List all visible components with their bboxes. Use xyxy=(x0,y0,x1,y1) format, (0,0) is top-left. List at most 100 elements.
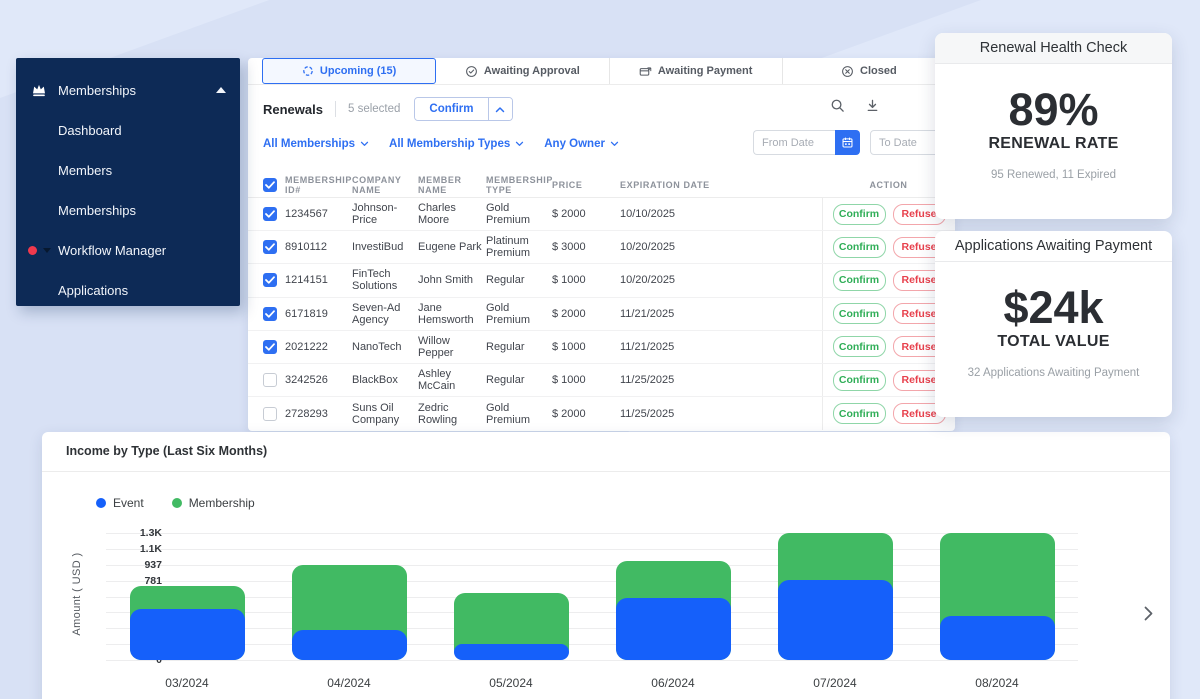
table-row[interactable]: 1214151 FinTech Solutions John Smith Regula… xyxy=(248,264,955,298)
legend-item-membership[interactable]: Membership xyxy=(171,496,255,510)
confirm-button[interactable]: Confirm xyxy=(832,303,886,325)
sidebar: Memberships Dashboard Members Membership… xyxy=(16,58,240,306)
cell-member-name: Ashley McCain xyxy=(418,368,456,393)
chart-plot-area: 01563124686257819371.1K1.3K03/202404/202… xyxy=(106,527,1078,690)
table-row[interactable]: 2021222 NanoTech Willow Pepper Regular $ 100… xyxy=(248,330,955,364)
sidebar-item-label: Memberships xyxy=(58,202,137,218)
tab-awaiting-approval[interactable]: Awaiting Approval xyxy=(436,58,610,84)
sidebar-item-workflow-manager[interactable]: Workflow Manager xyxy=(16,230,240,270)
cell-company-name: Suns Oil Company xyxy=(352,401,400,426)
refuse-button[interactable]: Refuse xyxy=(892,303,946,325)
refuse-button[interactable]: Refuse xyxy=(892,403,946,425)
cell-expiration-date: 11/21/2025 xyxy=(620,307,675,320)
confirm-button[interactable]: Confirm xyxy=(832,269,886,291)
legend-dot-event xyxy=(96,498,106,508)
table-row[interactable]: 3242526 BlackBox Ashley McCain Regular $ 100… xyxy=(248,363,955,398)
bar-group[interactable] xyxy=(268,533,430,660)
download-icon[interactable] xyxy=(865,98,880,118)
bar-group[interactable] xyxy=(592,533,754,660)
select-all-checkbox[interactable] xyxy=(263,177,277,192)
filter-all-membership-types[interactable]: All Membership Types xyxy=(389,138,524,150)
bar-group[interactable] xyxy=(106,533,268,660)
bar-group[interactable] xyxy=(916,533,1078,660)
from-date-input[interactable] xyxy=(753,130,835,155)
bar-segment-event[interactable] xyxy=(129,609,245,660)
confirm-button[interactable]: Confirm xyxy=(832,403,886,425)
table-row[interactable]: 8910112 InvestiBud Eugene Park Platinum Pre… xyxy=(248,231,955,265)
sidebar-item-memberships-root[interactable]: Memberships xyxy=(16,70,240,110)
column-header[interactable]: PRICE xyxy=(552,179,583,190)
confirm-button[interactable]: Confirm xyxy=(832,203,886,225)
bar-segment-event[interactable] xyxy=(615,598,731,660)
table-row[interactable]: 2728293 Suns Oil Company Zedric Rowling Gol… xyxy=(248,397,955,431)
chevron-up-icon[interactable] xyxy=(216,87,226,93)
cell-membership-type: Gold Premium xyxy=(486,401,531,426)
bar-segment-event[interactable] xyxy=(291,629,407,660)
refuse-button[interactable]: Refuse xyxy=(892,236,946,258)
y-tick-label: 1.3K xyxy=(139,527,162,539)
column-header[interactable]: MEMBERSHIP TYPE xyxy=(486,174,553,195)
confirm-button[interactable]: Confirm xyxy=(832,236,886,258)
sidebar-item-applications[interactable]: Applications xyxy=(16,270,240,310)
legend-item-event[interactable]: Event xyxy=(96,496,144,510)
calendar-icon xyxy=(842,137,853,148)
tab-label: Awaiting Payment xyxy=(657,65,753,77)
cell-membership-type: Gold Premium xyxy=(486,202,531,227)
tab-upcoming[interactable]: Upcoming (15) xyxy=(262,58,437,84)
y-axis-title: Amount ( USD ) xyxy=(71,552,83,636)
tab-closed[interactable]: Closed xyxy=(783,58,955,84)
y-tick-label: 937 xyxy=(144,558,162,571)
row-checkbox[interactable] xyxy=(263,339,277,354)
cell-price: $ 1000 xyxy=(552,340,586,353)
search-icon[interactable] xyxy=(830,98,845,118)
chevron-up-icon[interactable] xyxy=(487,98,512,120)
column-header[interactable]: COMPANY NAME xyxy=(352,174,402,195)
sidebar-item-members[interactable]: Members xyxy=(16,150,240,190)
y-tick-label: 781 xyxy=(144,574,162,587)
bar-segment-event[interactable] xyxy=(939,616,1055,660)
confirm-button[interactable]: Confirm xyxy=(832,336,886,358)
table-row[interactable]: 6171819 Seven-Ad Agency Jane Hemsworth Gold… xyxy=(248,297,955,331)
chart-legend: Event Membership xyxy=(96,496,255,510)
filter-all-memberships[interactable]: All Memberships xyxy=(263,138,369,150)
row-checkbox[interactable] xyxy=(263,306,277,321)
sidebar-item-memberships[interactable]: Memberships xyxy=(16,190,240,230)
renewal-rate-subtext: 95 Renewed, 11 Expired xyxy=(990,169,1117,182)
tab-awaiting-payment[interactable]: Awaiting Payment xyxy=(610,58,783,84)
filter-any-owner[interactable]: Any Owner xyxy=(544,138,619,150)
row-checkbox[interactable] xyxy=(263,406,277,421)
column-header[interactable]: EXPIRATION DATE xyxy=(620,179,710,190)
chevron-down-icon[interactable] xyxy=(43,248,51,253)
notification-dot xyxy=(28,245,37,255)
column-header[interactable]: MEMBERSHIP ID# xyxy=(285,174,352,195)
row-checkbox[interactable] xyxy=(263,240,277,255)
chevron-right-icon[interactable] xyxy=(1137,602,1159,624)
sidebar-item-dashboard[interactable]: Dashboard xyxy=(16,110,240,150)
cell-membership-type: Regular xyxy=(486,340,525,353)
bar-group[interactable] xyxy=(754,533,916,660)
gridline xyxy=(106,548,1078,550)
bar-segment-event[interactable] xyxy=(777,579,893,660)
cell-expiration-date: 10/20/2025 xyxy=(620,274,676,287)
row-checkbox[interactable] xyxy=(263,373,277,388)
selected-count: 5 selected xyxy=(347,103,401,115)
bar-group[interactable] xyxy=(430,533,592,660)
confirm-button[interactable]: Confirm xyxy=(832,369,886,391)
cell-member-name: Jane Hemsworth xyxy=(418,301,474,326)
renewals-toolbar: Renewals 5 selected Confirm xyxy=(263,96,513,122)
refuse-button[interactable]: Refuse xyxy=(892,336,946,358)
sidebar-item-label: Applications xyxy=(58,282,129,298)
refuse-button[interactable]: Refuse xyxy=(892,269,946,291)
table-row[interactable]: 1234567 Johnson-Price Charles Moore Gold Pr… xyxy=(248,198,955,232)
gridline xyxy=(106,580,1078,582)
calendar-button[interactable] xyxy=(835,130,860,155)
renewal-rate-value: 89% xyxy=(1008,84,1099,135)
row-checkbox[interactable] xyxy=(263,273,277,288)
bar-segment-event[interactable] xyxy=(453,643,569,660)
row-checkbox[interactable] xyxy=(263,207,277,222)
refresh-icon xyxy=(303,66,313,76)
confirm-bulk-button[interactable]: Confirm xyxy=(415,98,488,120)
column-header[interactable]: MEMBER NAME xyxy=(418,174,462,195)
check-icon xyxy=(265,243,275,251)
